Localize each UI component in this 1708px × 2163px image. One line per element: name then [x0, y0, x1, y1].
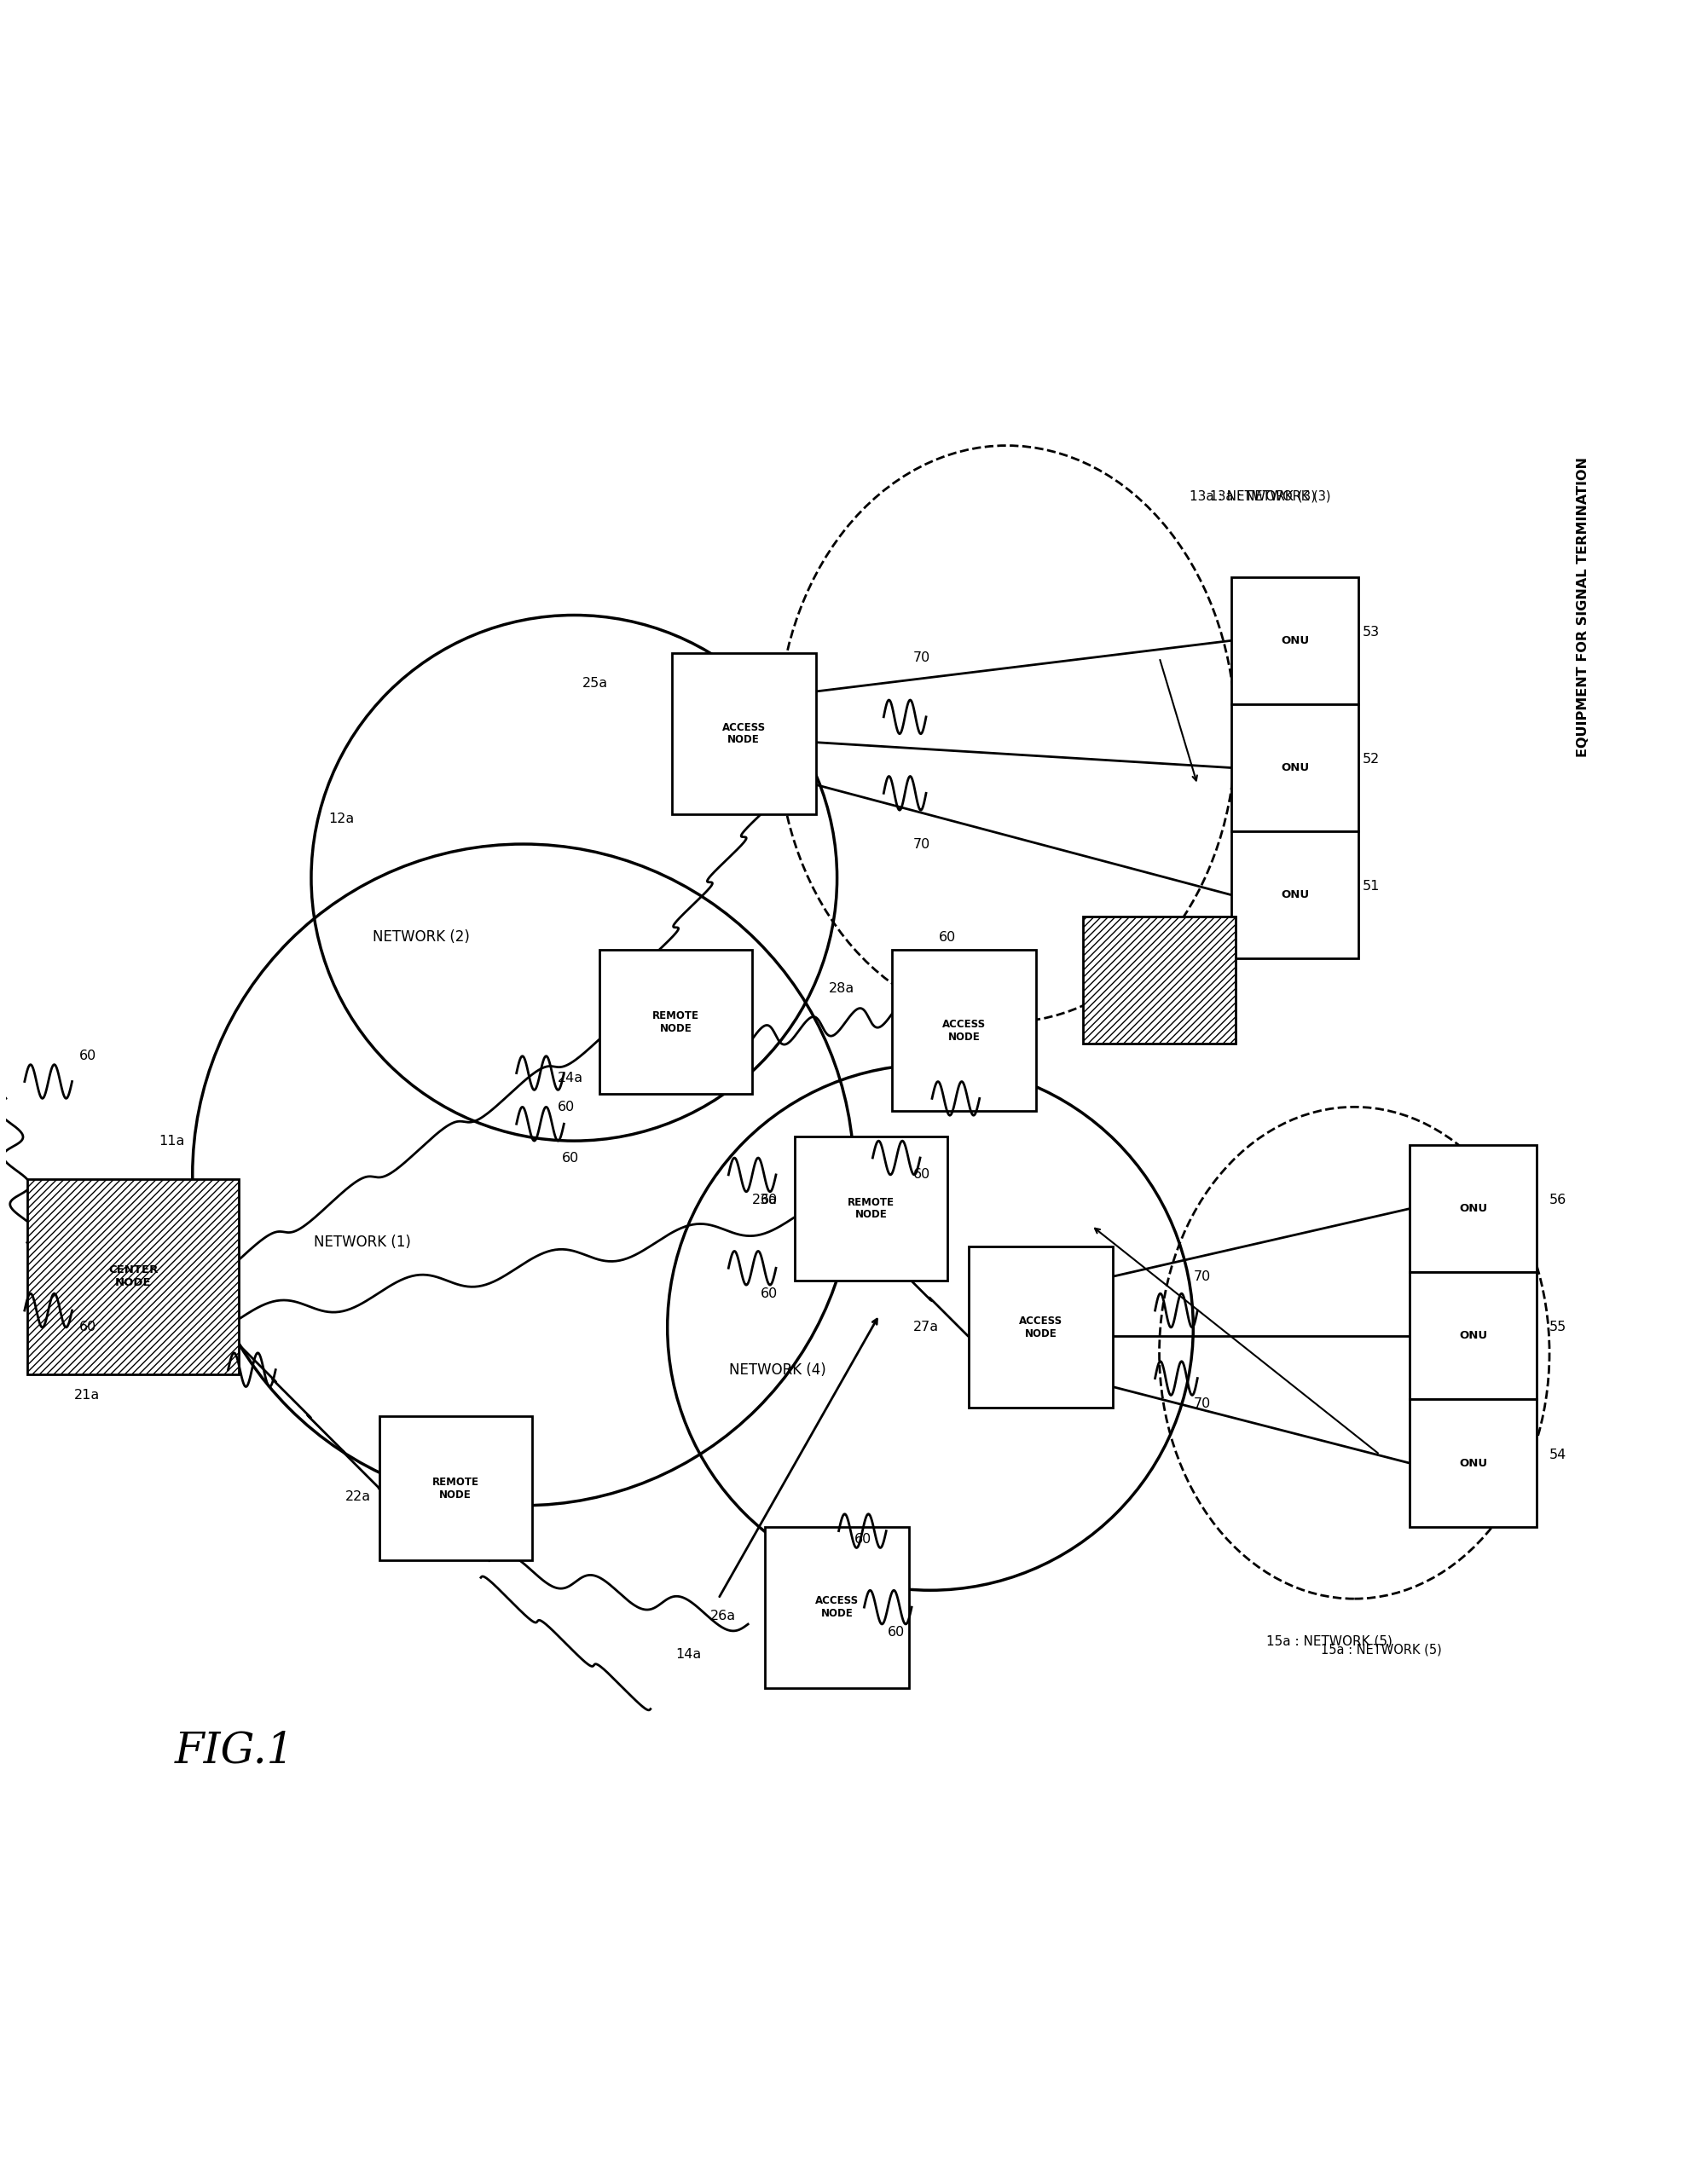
Text: ONU: ONU [1281, 761, 1308, 774]
Bar [671, 653, 816, 815]
Text: ACCESS
NODE: ACCESS NODE [943, 1019, 986, 1043]
Bar [968, 1246, 1112, 1408]
Text: 60: 60 [760, 1194, 777, 1207]
Text: ONU: ONU [1459, 1203, 1488, 1213]
Text: 22a: 22a [345, 1490, 371, 1503]
Text: ONU: ONU [1281, 636, 1308, 647]
Text: NETWORK (2): NETWORK (2) [372, 930, 470, 945]
Bar [892, 950, 1037, 1112]
Text: ACCESS
NODE: ACCESS NODE [815, 1596, 859, 1618]
Text: ONU: ONU [1281, 889, 1308, 900]
Text: 28a: 28a [828, 982, 854, 995]
Text: 25a: 25a [582, 677, 608, 690]
Text: 54: 54 [1549, 1449, 1566, 1460]
Text: 70: 70 [1194, 1270, 1211, 1283]
Text: REMOTE
NODE: REMOTE NODE [847, 1196, 895, 1220]
Text: ACCESS
NODE: ACCESS NODE [1018, 1315, 1062, 1339]
Text: NETWORK (4): NETWORK (4) [729, 1363, 827, 1378]
Text: 13a : NETWORK (3): 13a : NETWORK (3) [1211, 491, 1331, 502]
Text: 55: 55 [1549, 1322, 1566, 1335]
Text: 60: 60 [854, 1534, 871, 1547]
Text: 23a: 23a [752, 1194, 777, 1207]
Text: 60: 60 [557, 1101, 574, 1114]
Text: 52: 52 [1363, 753, 1380, 766]
Bar [27, 1179, 239, 1374]
Text: 70: 70 [914, 651, 931, 664]
Text: 56: 56 [1549, 1194, 1566, 1207]
Text: ONU: ONU [1459, 1330, 1488, 1341]
Text: CENTER
NODE: CENTER NODE [108, 1265, 159, 1289]
Text: 60: 60 [760, 1287, 777, 1300]
Text: 60: 60 [888, 1627, 905, 1640]
Text: 27a: 27a [914, 1322, 939, 1335]
Bar [1231, 831, 1358, 958]
Text: 60: 60 [939, 930, 956, 943]
Text: 60: 60 [79, 1049, 96, 1062]
Text: 12a: 12a [328, 813, 354, 824]
Text: 11a: 11a [159, 1133, 184, 1146]
Text: 26a: 26a [711, 1609, 736, 1622]
Text: 14a: 14a [676, 1648, 702, 1661]
Bar [1083, 917, 1235, 1043]
Text: 60: 60 [562, 1151, 579, 1164]
Text: 70: 70 [1194, 1397, 1211, 1410]
Text: 21a: 21a [73, 1389, 99, 1402]
Bar [1083, 917, 1235, 1043]
Bar [379, 1417, 531, 1560]
Bar [765, 1527, 909, 1687]
Text: ACCESS
NODE: ACCESS NODE [722, 722, 765, 746]
Bar [1409, 1272, 1537, 1399]
Bar [27, 1179, 239, 1374]
Text: NETWORK (1): NETWORK (1) [314, 1235, 410, 1250]
Text: EQUIPMENT FOR SIGNAL TERMINATION: EQUIPMENT FOR SIGNAL TERMINATION [1576, 456, 1590, 757]
Text: FIG.1: FIG.1 [174, 1730, 295, 1771]
Text: 24a: 24a [557, 1071, 582, 1084]
Bar [600, 950, 752, 1094]
Text: 15a : NETWORK (5): 15a : NETWORK (5) [1266, 1635, 1392, 1648]
Text: 15a : NETWORK (5): 15a : NETWORK (5) [1320, 1644, 1442, 1657]
Bar [1409, 1399, 1537, 1527]
Bar [794, 1136, 948, 1280]
Text: 13a : NETWORK (3): 13a : NETWORK (3) [1189, 491, 1315, 502]
Bar [1231, 578, 1358, 705]
Text: REMOTE
NODE: REMOTE NODE [652, 1010, 699, 1034]
Text: REMOTE
NODE: REMOTE NODE [432, 1477, 478, 1501]
Text: 60: 60 [79, 1322, 96, 1335]
Bar [1409, 1144, 1537, 1272]
Text: 60: 60 [914, 1168, 931, 1181]
Text: 53: 53 [1363, 625, 1380, 638]
Text: 70: 70 [914, 837, 931, 850]
Text: 51: 51 [1363, 880, 1380, 893]
Text: ONU: ONU [1459, 1458, 1488, 1469]
Bar [1231, 705, 1358, 831]
